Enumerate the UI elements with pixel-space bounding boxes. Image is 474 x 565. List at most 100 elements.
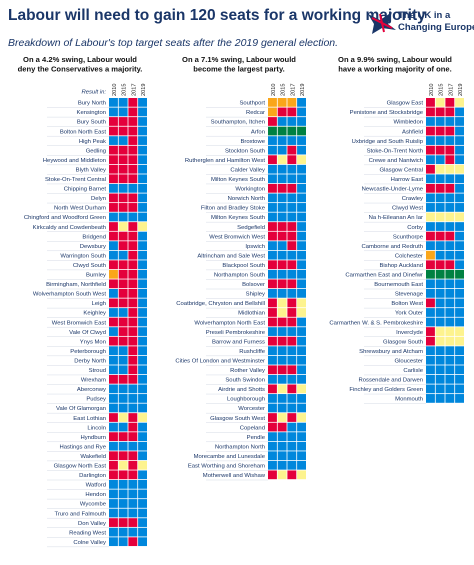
result-cell <box>455 222 464 231</box>
result-cell <box>109 432 118 441</box>
result-cell <box>118 441 128 451</box>
result-cell <box>297 470 306 480</box>
result-cell <box>287 164 297 174</box>
result-cell <box>277 145 287 155</box>
seat-name: Wolverhampton South West <box>33 292 106 298</box>
result-cell <box>268 394 277 403</box>
result-cell <box>128 136 138 145</box>
result-cell <box>445 107 455 117</box>
result-cell <box>138 117 147 126</box>
result-cell <box>277 432 287 441</box>
result-cell <box>109 480 118 489</box>
result-cell <box>118 413 128 422</box>
result-cell <box>128 480 138 489</box>
seat-name: Motherwell and Wishaw <box>203 473 266 479</box>
result-cell <box>277 98 287 107</box>
result-cell <box>426 174 435 184</box>
result-cell <box>277 260 287 270</box>
result-cell <box>128 107 138 117</box>
result-cell <box>435 145 445 155</box>
seat-name: Wrexham <box>81 378 106 384</box>
result-cell <box>435 136 445 145</box>
seat-name: Chipping Barnet <box>64 187 107 193</box>
result-cell <box>426 145 435 155</box>
result-cell <box>128 441 138 451</box>
result-cell <box>445 308 455 317</box>
result-cell <box>109 317 118 327</box>
result-cell <box>435 155 445 165</box>
seat-name: Lincoln <box>87 425 106 431</box>
year-label: 2015 <box>281 84 287 96</box>
seat-name: Carlisle <box>403 368 423 374</box>
result-cell <box>128 413 138 422</box>
result-cell <box>277 174 287 184</box>
result-cell <box>109 145 118 155</box>
result-cell <box>138 327 147 336</box>
seat-name: Barrow and Furness <box>212 339 265 345</box>
result-cell <box>118 499 128 508</box>
result-cell <box>128 250 138 260</box>
seat-name: Glasgow South West <box>210 416 265 422</box>
seat-name: Preseli Pembrokeshire <box>206 330 266 336</box>
result-cell <box>297 136 306 145</box>
result-cell <box>138 241 147 250</box>
result-cell <box>455 107 464 117</box>
result-cell <box>297 231 306 241</box>
result-cell <box>118 222 128 231</box>
result-cell <box>109 260 118 270</box>
result-cell <box>455 98 464 107</box>
result-cell <box>128 527 138 537</box>
result-cell <box>118 346 128 356</box>
seat-name: Hastings and Rye <box>60 444 107 450</box>
result-cell <box>118 374 128 384</box>
result-cell <box>445 203 455 212</box>
result-cell <box>426 384 435 394</box>
year-label: 2010 <box>112 84 118 96</box>
seat-name: Stroud <box>89 368 106 374</box>
result-cell <box>118 145 128 155</box>
result-cell <box>455 289 464 298</box>
result-cell <box>445 241 455 250</box>
year-label: 2017 <box>290 84 296 96</box>
seat-name: Ynys Mon <box>80 339 106 345</box>
result-cell <box>435 289 445 298</box>
seat-name: Glasgow East <box>387 101 424 107</box>
seat-name: Redcar <box>246 110 265 116</box>
seat-name: Altrincham and Sale West <box>197 253 265 259</box>
result-cell <box>138 260 147 270</box>
result-cell <box>118 508 128 518</box>
result-cell <box>118 289 128 298</box>
result-cell <box>455 260 464 270</box>
result-cell <box>109 355 118 365</box>
result-cell <box>297 403 306 413</box>
result-cell <box>128 164 138 174</box>
result-cell <box>128 422 138 432</box>
result-cell <box>287 317 297 327</box>
result-cell <box>128 279 138 289</box>
result-cell <box>455 327 464 336</box>
result-cell <box>426 203 435 212</box>
seat-name: Wimbledon <box>394 120 423 126</box>
result-cell <box>287 183 297 193</box>
result-cell <box>138 126 147 136</box>
result-cell <box>287 193 297 203</box>
result-cell <box>445 222 455 231</box>
seat-name: York Outer <box>395 311 423 317</box>
seat-name: Peterborough <box>70 349 106 355</box>
result-cell <box>128 308 138 317</box>
result-cell <box>118 403 128 413</box>
result-cell <box>455 355 464 365</box>
result-cell <box>118 164 128 174</box>
result-cell <box>138 518 147 527</box>
result-cell <box>128 518 138 527</box>
result-cell <box>138 394 147 403</box>
result-cell <box>297 441 306 451</box>
result-cell <box>277 365 287 375</box>
seat-name: Cities Of London and Westminster <box>175 358 265 364</box>
seat-name: Pendle <box>247 435 266 441</box>
result-cell <box>138 527 147 537</box>
seat-name: Wakefield <box>80 454 106 460</box>
result-cell <box>109 279 118 289</box>
result-cell <box>277 451 287 461</box>
